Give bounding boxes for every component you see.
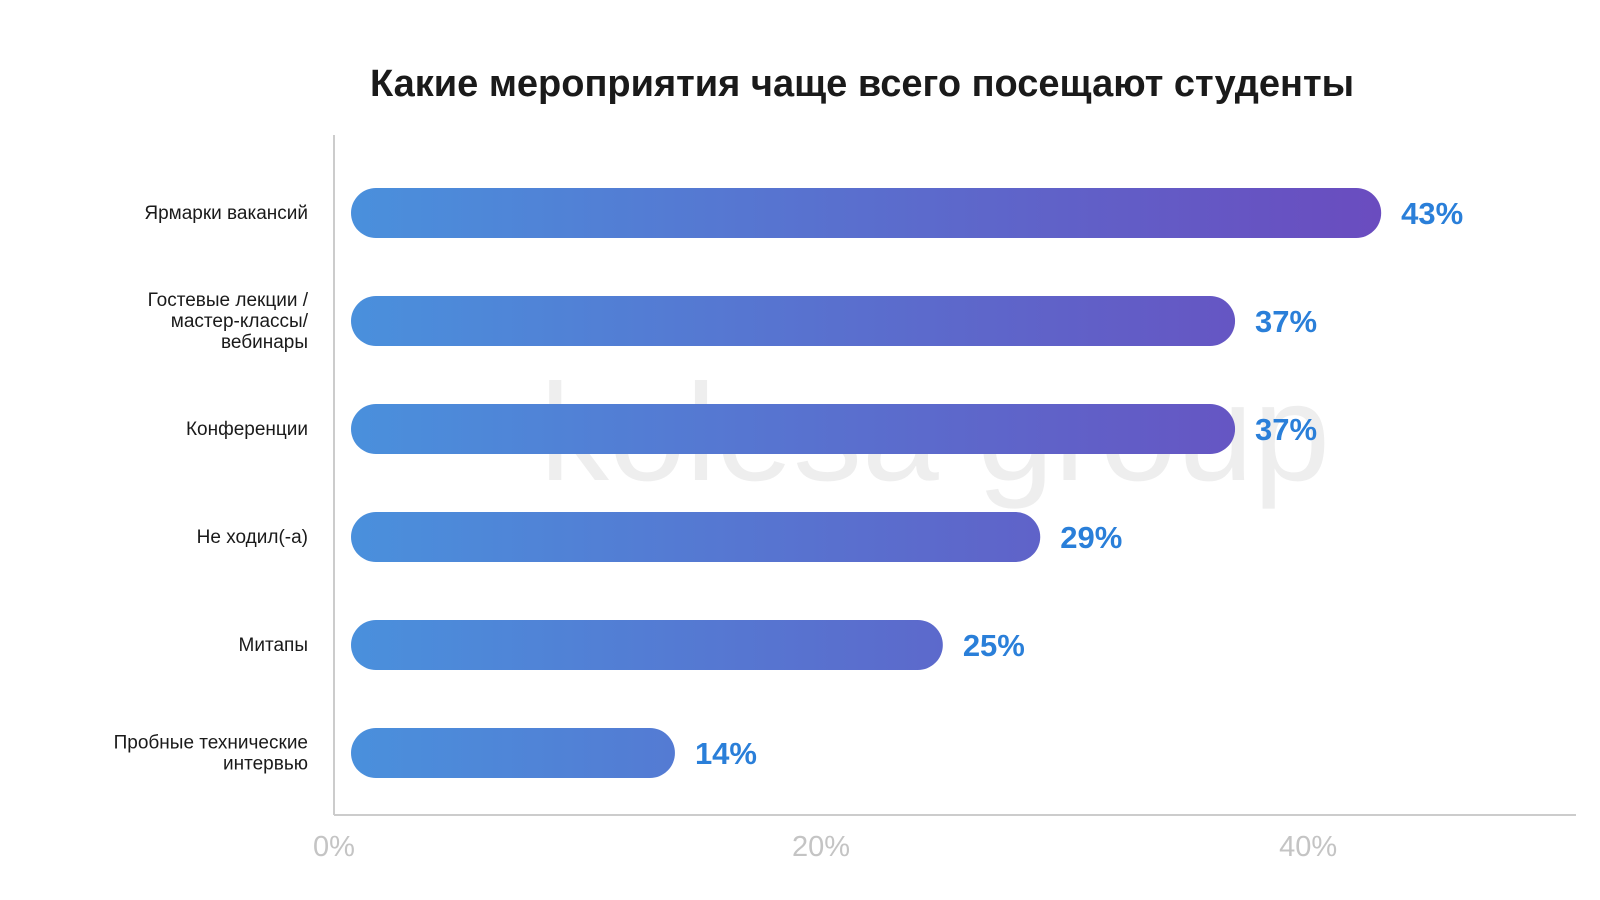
value-label: 43% <box>1401 196 1463 231</box>
category-label: Пробные технические интервью <box>114 733 308 775</box>
bar <box>351 728 675 778</box>
category-label-line: Конференции <box>186 419 308 440</box>
category-label-line: вебинары <box>221 332 308 353</box>
category-label-line: Ярмарки вакансий <box>144 203 308 224</box>
bar <box>351 404 1236 454</box>
x-tick-label: 0% <box>313 831 355 863</box>
category-label-line: Митапы <box>239 635 308 656</box>
value-label: 37% <box>1255 412 1317 447</box>
category-label: Конференции <box>186 419 308 440</box>
value-labels: 43% 37% 37% 29% 25% 14% <box>695 196 1463 771</box>
bar <box>351 296 1236 346</box>
category-label: Гостевые лекции / мастер-классы/вебинары <box>148 290 309 353</box>
category-labels: Ярмарки вакансий Гостевые лекции / мастер-… <box>114 203 309 775</box>
category-label: Не ходил(-а) <box>197 527 308 548</box>
x-tick-label: 20% <box>792 831 850 863</box>
category-label: Митапы <box>239 635 308 656</box>
x-tick-label: 40% <box>1279 831 1337 863</box>
x-tick-labels: 0% 20% 40% <box>313 831 1337 863</box>
value-label: 14% <box>695 736 757 771</box>
category-label-line: Пробные технические <box>114 733 308 754</box>
value-label: 25% <box>963 628 1025 663</box>
category-label: Ярмарки вакансий <box>144 203 308 224</box>
category-label-line: Гостевые лекции / <box>148 290 309 311</box>
chart-title: Какие мероприятия чаще всего посещают ст… <box>370 63 1354 105</box>
category-label-line: мастер-классы/ <box>171 311 309 332</box>
bars-group <box>351 188 1382 778</box>
bar <box>351 188 1382 238</box>
value-label: 37% <box>1255 304 1317 339</box>
value-label: 29% <box>1060 520 1122 555</box>
category-label-line: Не ходил(-а) <box>197 527 308 548</box>
category-label-line: интервью <box>223 754 308 775</box>
bar <box>351 512 1041 562</box>
bar <box>351 620 943 670</box>
